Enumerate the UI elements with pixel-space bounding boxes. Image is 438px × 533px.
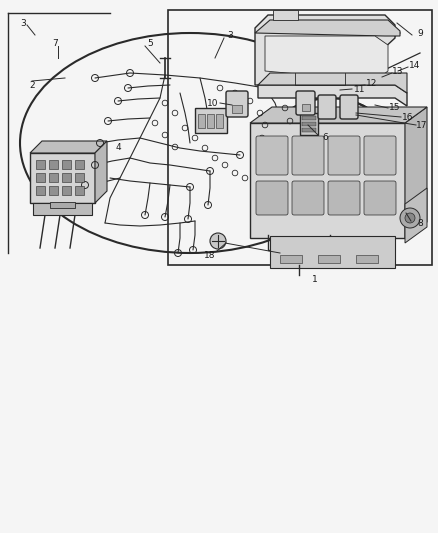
Text: 3: 3 xyxy=(20,19,26,28)
FancyBboxPatch shape xyxy=(364,181,396,215)
FancyBboxPatch shape xyxy=(318,95,336,119)
Polygon shape xyxy=(405,107,427,238)
FancyBboxPatch shape xyxy=(256,181,288,215)
Bar xyxy=(216,114,223,128)
Circle shape xyxy=(405,213,415,223)
Text: 9: 9 xyxy=(417,28,423,37)
Bar xyxy=(75,160,84,169)
Bar xyxy=(280,255,302,263)
FancyBboxPatch shape xyxy=(340,95,358,119)
Polygon shape xyxy=(250,107,427,123)
Bar xyxy=(302,116,316,120)
Bar xyxy=(36,160,45,169)
Text: 3: 3 xyxy=(227,30,233,39)
Text: 17: 17 xyxy=(416,120,428,130)
Bar xyxy=(168,10,432,265)
Bar xyxy=(356,255,378,263)
Circle shape xyxy=(210,233,226,249)
Bar xyxy=(300,113,318,135)
Bar xyxy=(195,108,227,133)
Text: 7: 7 xyxy=(52,38,58,47)
Text: 4: 4 xyxy=(115,143,121,152)
Polygon shape xyxy=(258,85,407,106)
Bar xyxy=(318,255,340,263)
Text: 11: 11 xyxy=(354,85,366,93)
Text: 16: 16 xyxy=(402,114,414,123)
Text: 12: 12 xyxy=(366,78,378,87)
Bar xyxy=(75,186,84,195)
Text: 6: 6 xyxy=(322,133,328,142)
Bar xyxy=(49,186,58,195)
FancyBboxPatch shape xyxy=(328,181,360,215)
FancyBboxPatch shape xyxy=(296,91,315,115)
Text: 1: 1 xyxy=(312,276,318,285)
FancyBboxPatch shape xyxy=(292,136,324,175)
Polygon shape xyxy=(255,20,400,36)
Polygon shape xyxy=(30,141,107,153)
FancyBboxPatch shape xyxy=(328,136,360,175)
Bar xyxy=(273,10,298,20)
Polygon shape xyxy=(258,73,407,93)
Text: 13: 13 xyxy=(392,67,404,76)
Polygon shape xyxy=(265,36,388,81)
Bar xyxy=(302,122,316,126)
FancyBboxPatch shape xyxy=(226,91,248,117)
Text: 5: 5 xyxy=(147,38,153,47)
Bar xyxy=(270,236,395,268)
Text: 14: 14 xyxy=(410,61,420,69)
Text: 15: 15 xyxy=(389,103,401,112)
Bar xyxy=(62,186,71,195)
Bar xyxy=(36,173,45,182)
Bar xyxy=(75,173,84,182)
Bar xyxy=(62,173,71,182)
Text: 8: 8 xyxy=(417,219,423,228)
Text: 18: 18 xyxy=(204,251,216,260)
Polygon shape xyxy=(95,141,107,203)
FancyBboxPatch shape xyxy=(292,181,324,215)
Bar xyxy=(295,70,345,85)
Bar xyxy=(49,173,58,182)
FancyBboxPatch shape xyxy=(256,136,288,175)
Circle shape xyxy=(400,208,420,228)
FancyBboxPatch shape xyxy=(364,136,396,175)
Bar xyxy=(33,203,92,215)
Text: 2: 2 xyxy=(29,80,35,90)
Bar xyxy=(250,123,405,238)
Polygon shape xyxy=(405,188,427,243)
Bar xyxy=(207,114,214,128)
Bar xyxy=(36,186,45,195)
Bar xyxy=(302,128,316,132)
Ellipse shape xyxy=(265,98,395,208)
Bar xyxy=(30,153,95,203)
Bar xyxy=(50,202,75,208)
Bar xyxy=(198,114,205,128)
Text: 10: 10 xyxy=(207,99,219,108)
Bar xyxy=(302,104,310,111)
Bar xyxy=(232,105,242,113)
Polygon shape xyxy=(255,15,395,85)
Bar xyxy=(49,160,58,169)
Bar xyxy=(62,160,71,169)
